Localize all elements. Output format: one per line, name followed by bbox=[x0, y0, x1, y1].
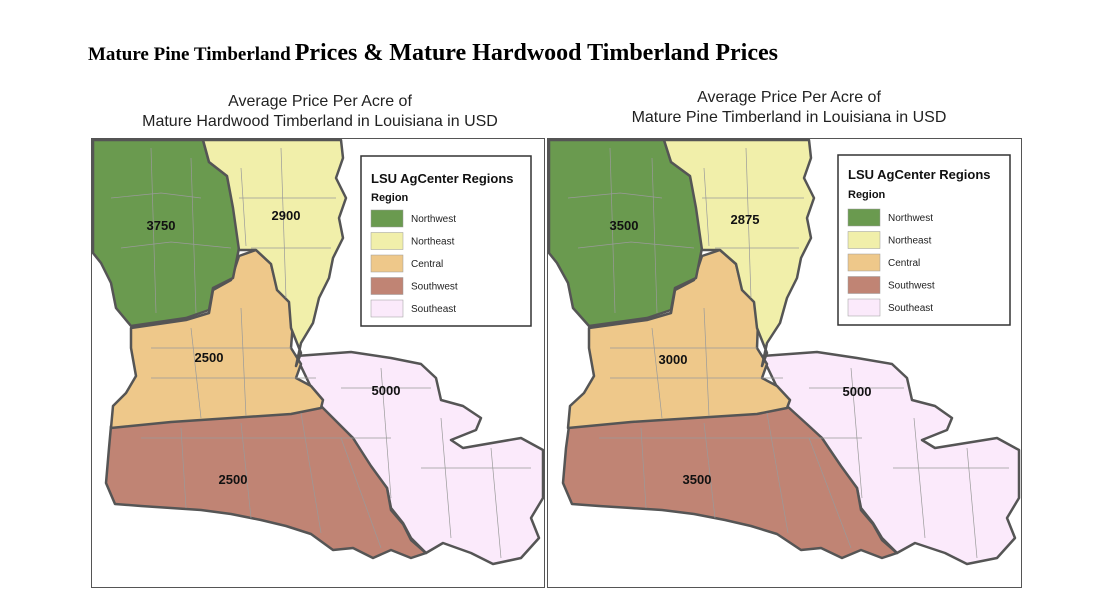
legend-label-central: Central bbox=[411, 259, 443, 270]
region-southwest bbox=[561, 404, 899, 560]
legend-swatch-southeast bbox=[370, 299, 404, 318]
legend-swatch-northeast bbox=[370, 232, 404, 250]
value-southeast: 5000 bbox=[372, 383, 401, 398]
map-title-hardwood-line2: Mature Hardwood Timberland in Louisiana … bbox=[142, 113, 498, 130]
legend-label-central: Central bbox=[888, 258, 920, 269]
legend-title: LSU AgCenter Regions bbox=[848, 167, 991, 182]
value-northeast: 2875 bbox=[731, 212, 760, 227]
map-title-hardwood: Average Price Per Acre of Mature Hardwoo… bbox=[120, 92, 520, 132]
legend-swatch-central bbox=[370, 254, 404, 273]
louisiana-map-pine: 3500 2875 3000 3500 5000 LSU AgCenter Re… bbox=[547, 138, 1022, 588]
heading-part-hardwood: Prices & Mature Hardwood Timberland Pric… bbox=[294, 40, 778, 66]
map-title-pine-line1: Average Price Per Acre of bbox=[697, 89, 881, 106]
value-northeast: 2900 bbox=[272, 208, 301, 223]
legend-subtitle: Region bbox=[848, 189, 886, 201]
value-central: 3000 bbox=[659, 352, 688, 367]
value-southeast: 5000 bbox=[843, 384, 872, 399]
legend-label-northwest: Northwest bbox=[888, 213, 933, 224]
legend-label-southeast: Southeast bbox=[888, 303, 933, 314]
value-northwest: 3750 bbox=[147, 218, 176, 233]
region-southwest bbox=[104, 404, 428, 560]
legend-swatch-southwest bbox=[847, 276, 881, 294]
legend-label-southeast: Southeast bbox=[411, 304, 456, 315]
value-northwest: 3500 bbox=[610, 218, 639, 233]
legend-label-northeast: Northeast bbox=[411, 237, 455, 248]
legend-label-northeast: Northeast bbox=[888, 236, 932, 247]
region-northeast bbox=[662, 138, 816, 368]
legend-swatch-northwest bbox=[370, 209, 404, 228]
value-southwest: 3500 bbox=[683, 472, 712, 487]
legend-label-southwest: Southwest bbox=[411, 282, 458, 293]
map-title-pine: Average Price Per Acre of Mature Pine Ti… bbox=[589, 88, 989, 128]
legend-hardwood: LSU AgCenter Regions Region Northwest Nor… bbox=[360, 155, 532, 327]
parish-lines bbox=[567, 147, 1009, 559]
legend-swatch-northeast bbox=[847, 231, 881, 249]
legend-pine: LSU AgCenter Regions Region Northwest Nor… bbox=[837, 154, 1011, 326]
region-northeast bbox=[201, 138, 348, 368]
legend-label-southwest: Southwest bbox=[888, 281, 935, 292]
legend-subtitle: Region bbox=[371, 192, 409, 204]
page-heading: Mature Pine Timberland Prices & Mature H… bbox=[88, 40, 778, 67]
legend-swatch-northwest bbox=[847, 208, 881, 227]
legend-label-northwest: Northwest bbox=[411, 214, 456, 225]
legend-swatch-central bbox=[847, 253, 881, 272]
parish-lines bbox=[110, 147, 531, 559]
value-southwest: 2500 bbox=[219, 472, 248, 487]
value-central: 2500 bbox=[195, 350, 224, 365]
map-title-hardwood-line1: Average Price Per Acre of bbox=[228, 93, 412, 110]
louisiana-map-hardwood: 3750 2900 2500 2500 5000 LSU AgCenter Re… bbox=[91, 138, 545, 588]
heading-part-pine: Mature Pine Timberland bbox=[88, 44, 291, 65]
legend-swatch-southeast bbox=[847, 298, 881, 317]
map-title-pine-line2: Mature Pine Timberland in Louisiana in U… bbox=[631, 109, 947, 126]
legend-title: LSU AgCenter Regions bbox=[371, 171, 514, 186]
legend-swatch-southwest bbox=[370, 277, 404, 295]
